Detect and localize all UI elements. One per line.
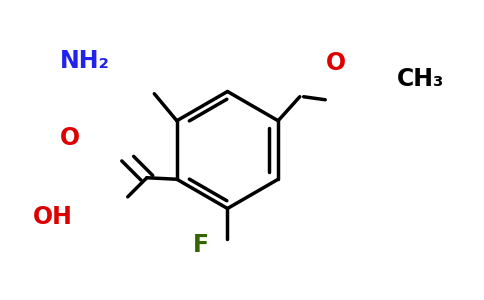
Text: NH₂: NH₂ [60, 50, 110, 74]
Text: CH₃: CH₃ [397, 68, 444, 92]
Text: O: O [326, 51, 347, 75]
Text: F: F [193, 232, 209, 256]
Text: OH: OH [33, 206, 73, 230]
Text: O: O [60, 126, 80, 150]
